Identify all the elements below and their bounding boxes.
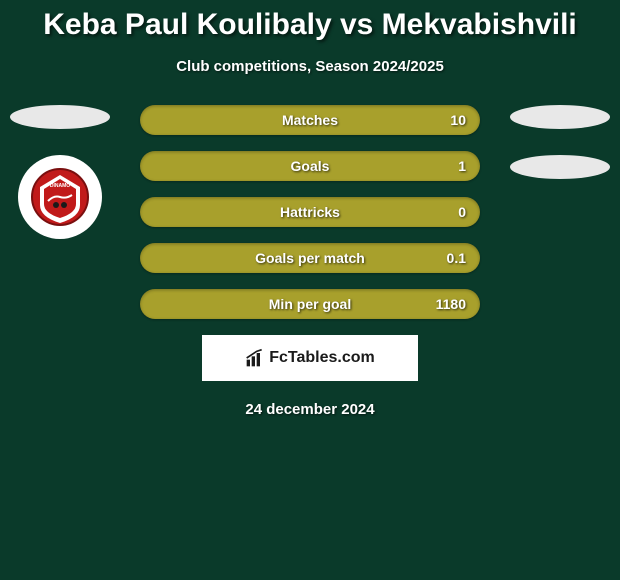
brand-label: FcTables.com: [245, 348, 375, 368]
stat-label: Min per goal: [269, 296, 351, 312]
stat-bar-hattricks: Hattricks 0: [140, 197, 480, 227]
stat-value: 0: [458, 204, 466, 220]
club-badge-left: DINAMO: [18, 155, 102, 239]
brand-text: FcTables.com: [269, 349, 375, 367]
content-area: DINAMO Matches 10 Goals 1 Hattricks 0: [0, 105, 620, 418]
stat-value: 1: [458, 158, 466, 174]
stat-label: Goals per match: [255, 250, 365, 266]
stat-label: Matches: [282, 112, 338, 128]
stat-bar-min-per-goal: Min per goal 1180: [140, 289, 480, 319]
stat-value: 0.1: [447, 250, 466, 266]
player-oval-left: [10, 105, 110, 129]
stat-label: Hattricks: [280, 204, 340, 220]
svg-text:DINAMO: DINAMO: [50, 183, 70, 189]
stat-value: 10: [450, 112, 466, 128]
stat-value: 1180: [436, 296, 466, 312]
dinamo-badge-icon: DINAMO: [30, 167, 90, 227]
brand-box: FcTables.com: [202, 335, 418, 381]
stats-list: Matches 10 Goals 1 Hattricks 0 Goals per…: [140, 105, 480, 319]
stat-label: Goals: [291, 158, 330, 174]
page-title: Keba Paul Koulibaly vs Mekvabishvili: [0, 8, 620, 42]
chart-icon: [245, 348, 265, 368]
stat-bar-goals-per-match: Goals per match 0.1: [140, 243, 480, 273]
subtitle: Club competitions, Season 2024/2025: [0, 58, 620, 75]
stat-bar-goals: Goals 1: [140, 151, 480, 181]
date-label: 24 december 2024: [0, 401, 620, 418]
player-oval-right-1: [510, 105, 610, 129]
left-column: DINAMO: [10, 105, 110, 239]
comparison-card: Keba Paul Koulibaly vs Mekvabishvili Clu…: [0, 0, 620, 418]
right-column: [510, 105, 610, 205]
stat-bar-matches: Matches 10: [140, 105, 480, 135]
player-oval-right-2: [510, 155, 610, 179]
